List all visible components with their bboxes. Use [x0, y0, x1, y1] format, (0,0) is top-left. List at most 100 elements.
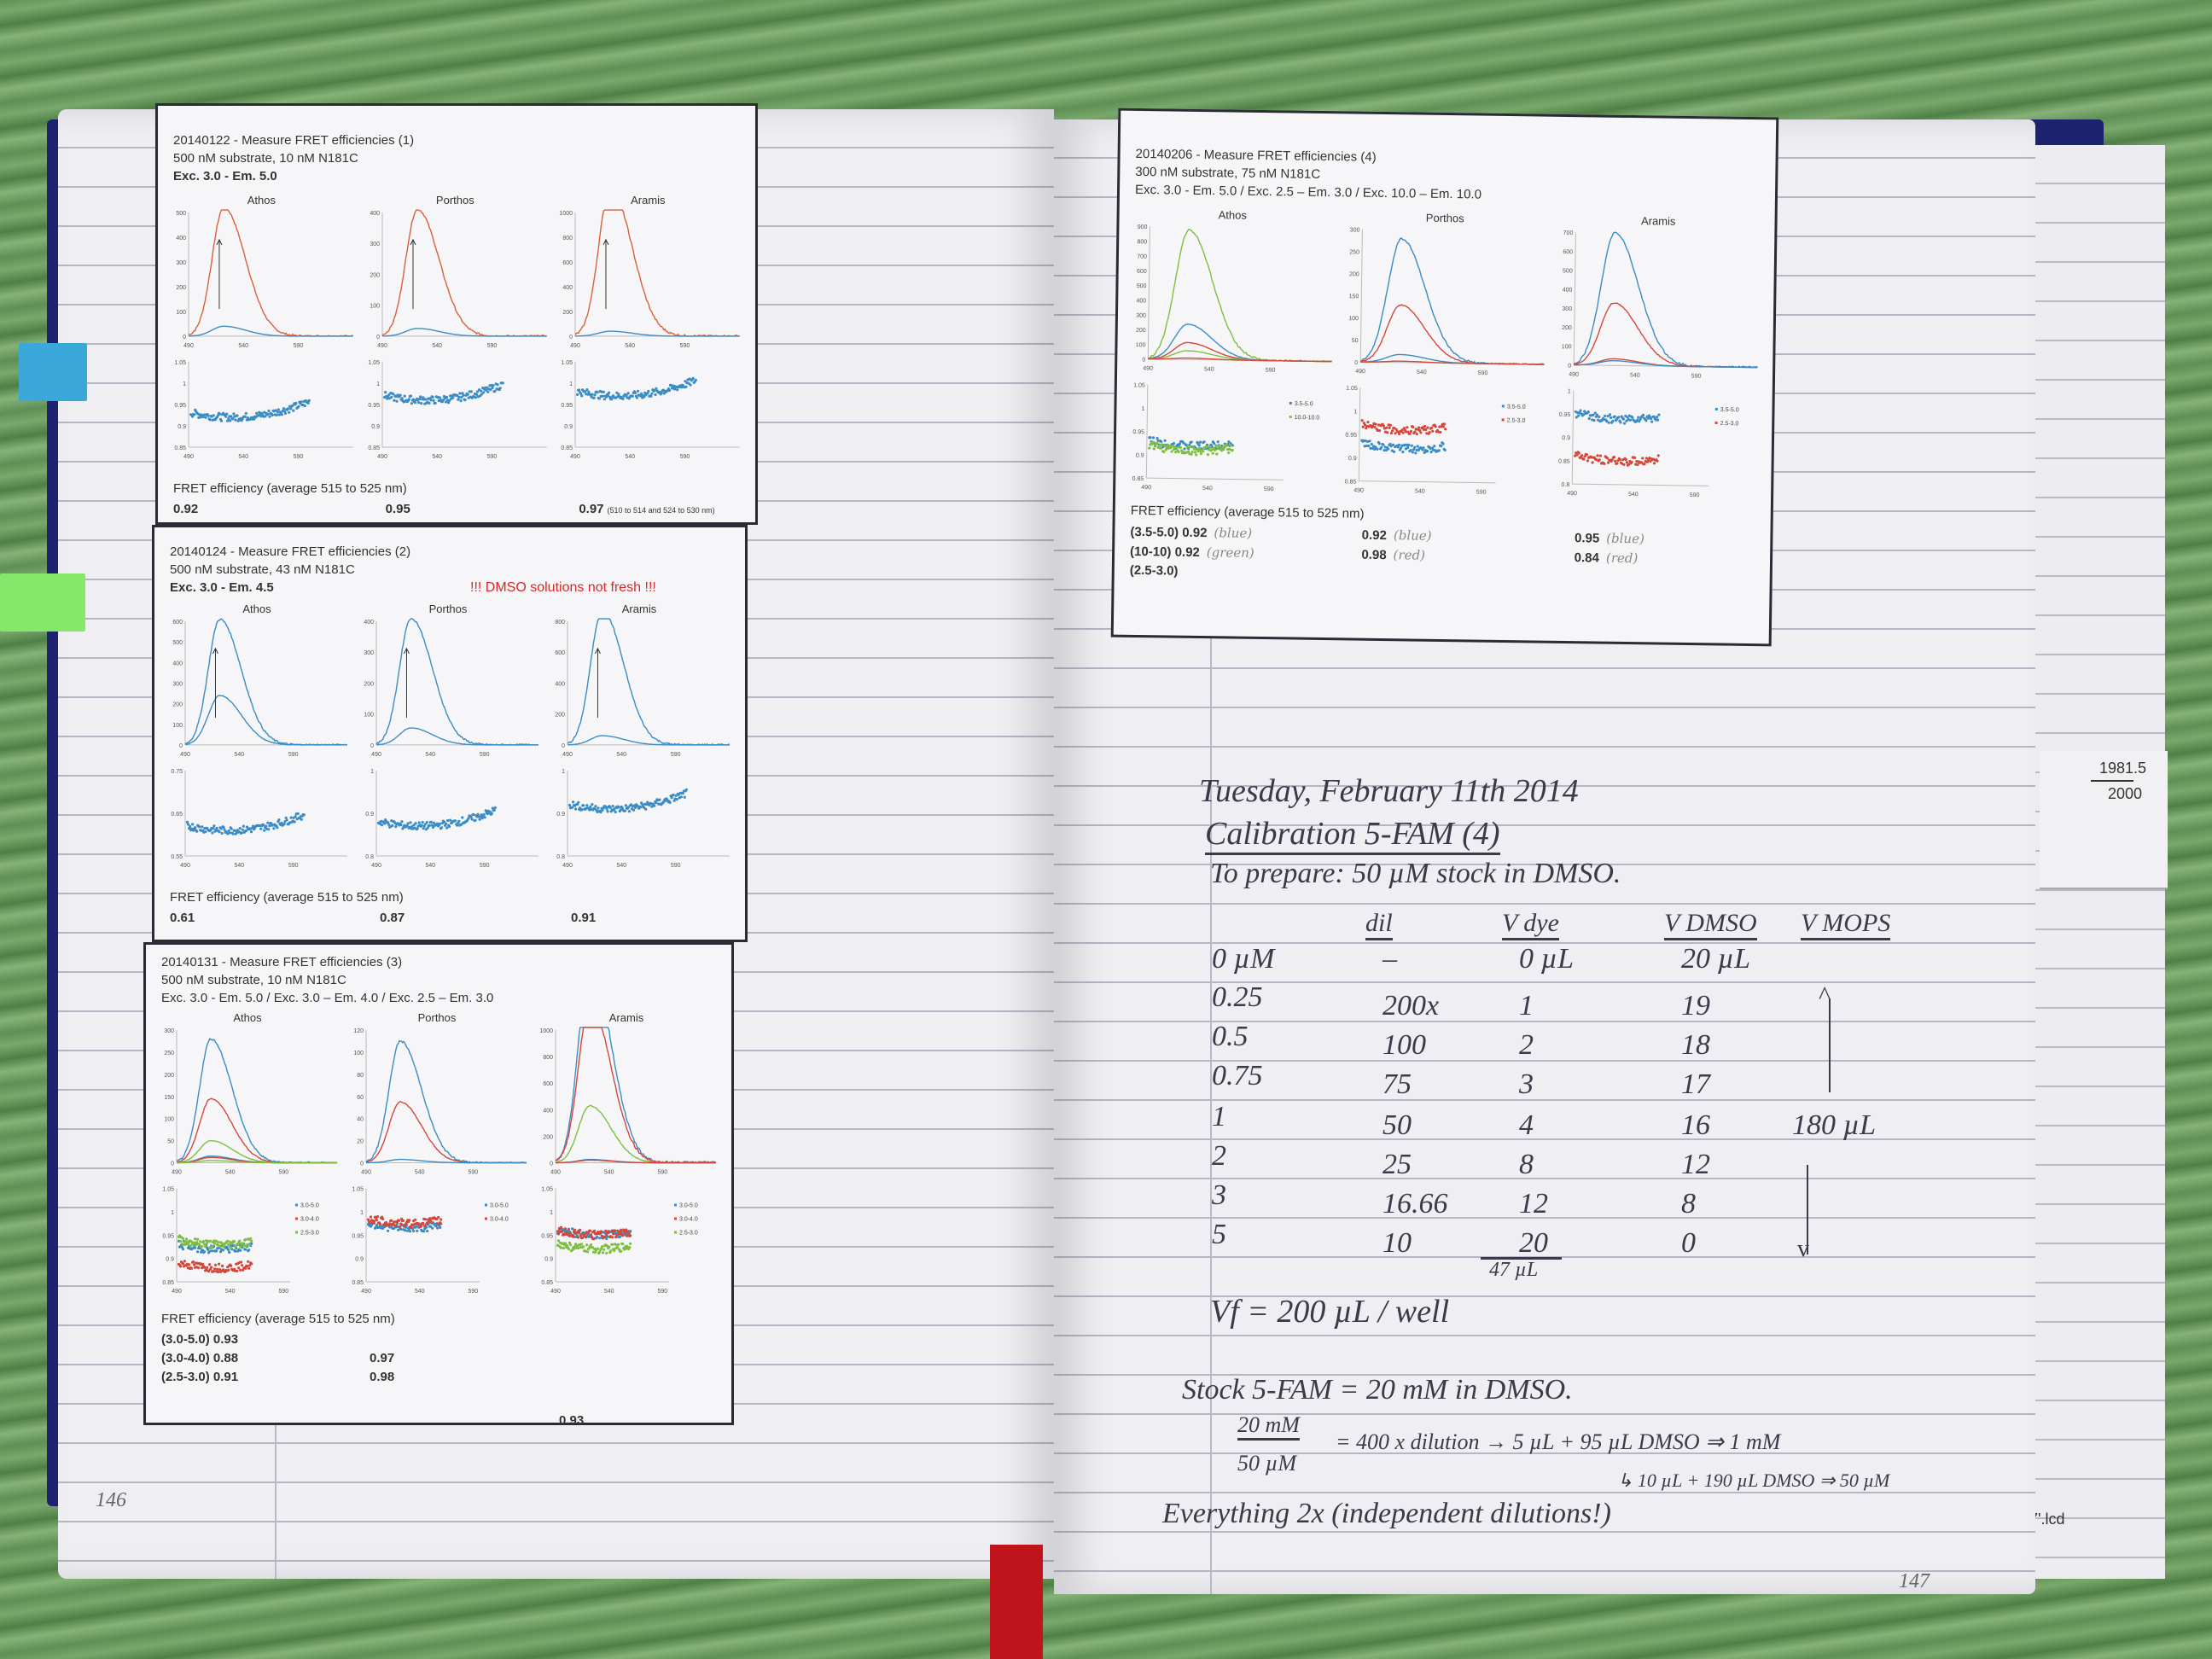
ratio-y-tick-label: 1	[171, 1210, 174, 1216]
inserted-sheet: 1981.5 2000	[2040, 751, 2168, 889]
printout-conditions: 300 nM substrate, 75 nM N181C	[1135, 164, 1321, 182]
ratio-point	[597, 806, 600, 810]
final-volume: Vf = 200 µL / well	[1210, 1294, 1450, 1330]
ratio-y-tick-label: 0.9	[565, 424, 573, 430]
ratio-point	[589, 805, 592, 808]
ratio-x-tick-label: 490	[361, 1289, 371, 1295]
ratio-point	[198, 1243, 201, 1246]
fret-value: (3.0-5.0) 0.93	[161, 1332, 239, 1347]
ratio-point	[409, 821, 412, 824]
ratio-point	[245, 825, 249, 829]
ratio-point	[428, 1217, 432, 1220]
ratio-point	[573, 1247, 576, 1250]
ratio-point	[395, 1224, 399, 1228]
legend-label: 3.0-4.0	[679, 1217, 698, 1223]
ratio-point	[217, 1240, 220, 1244]
ratio-point	[426, 1229, 429, 1233]
ratio-point	[201, 1244, 204, 1249]
ratio-point	[1586, 459, 1589, 463]
x-tick-label: 590	[486, 343, 497, 349]
ratio-point	[232, 412, 236, 416]
ratio-point	[1156, 439, 1160, 443]
ratio-point	[1597, 415, 1601, 419]
ratio-point	[675, 798, 678, 801]
ratio-point	[629, 1234, 632, 1237]
ratio-point	[1610, 419, 1615, 423]
ratio-point	[1633, 463, 1637, 466]
sticky-tab-blue[interactable]	[19, 343, 87, 401]
ratio-point	[1406, 445, 1410, 450]
ratio-point	[1412, 451, 1415, 454]
ratio-point	[1360, 419, 1365, 422]
fret-result-column: (3.5-5.0) 0.92 (blue) (10-10) 0.92 (green)(…	[1130, 522, 1255, 582]
ratio-point	[602, 390, 606, 393]
ratio-point	[429, 1219, 433, 1222]
ratio-y-axis	[1571, 390, 1574, 485]
printout-conditions: 500 nM substrate, 10 nM N181C	[173, 151, 358, 166]
ratio-point	[183, 1260, 187, 1263]
ratio-point	[668, 800, 672, 804]
fret-value: 0.61	[170, 911, 195, 925]
ratio-point	[240, 831, 243, 835]
ratio-point	[1220, 449, 1224, 452]
x-tick-label: 490	[180, 752, 190, 758]
ratio-point	[598, 1232, 602, 1236]
legend-label: 3.0-5.0	[679, 1203, 698, 1209]
ratio-point	[1595, 413, 1598, 416]
ratio-point	[242, 824, 245, 828]
ratio-point	[1645, 460, 1649, 463]
ratio-point	[1610, 458, 1614, 462]
ratio-point	[454, 819, 457, 823]
ratio-point	[437, 1215, 440, 1220]
fret-value: 0.97	[370, 1351, 395, 1365]
ratio-point	[398, 1219, 401, 1222]
ratio-point	[1643, 462, 1646, 466]
spectrum-line	[188, 209, 354, 337]
ratio-point	[1198, 440, 1202, 444]
ratio-y-tick-label: 1	[550, 1210, 553, 1216]
ratio-point	[1210, 445, 1214, 448]
ratio-point	[416, 401, 420, 405]
sticky-tab-green[interactable]	[0, 573, 85, 632]
ratio-point	[581, 1236, 585, 1239]
page-number-left: 146	[96, 1489, 126, 1511]
ratio-x-tick-label: 590	[671, 863, 681, 869]
ratio-point	[578, 388, 581, 392]
ratio-point	[670, 383, 673, 387]
ratio-point	[297, 405, 300, 408]
legend-marker	[1289, 401, 1292, 405]
ratio-point	[394, 825, 398, 829]
ratio-point	[1593, 411, 1597, 415]
ribbon-bookmark[interactable]	[990, 1545, 1043, 1659]
ratio-point	[1393, 450, 1396, 453]
ratio-point	[674, 794, 678, 797]
ratio-point	[213, 1267, 217, 1271]
ratio-point	[1404, 443, 1407, 446]
ratio-point	[388, 1222, 392, 1225]
y-tick-label: 0	[1142, 358, 1145, 364]
y-tick-label: 100	[176, 310, 186, 316]
ratio-point	[1596, 454, 1599, 457]
y-tick-label: 200	[543, 1134, 553, 1140]
ratio-point	[413, 401, 416, 405]
y-tick-label: 0	[179, 743, 183, 749]
ratio-point	[223, 1244, 226, 1248]
ratio-point	[429, 1225, 433, 1228]
ratio-point	[1613, 459, 1616, 463]
y-tick-label: 120	[353, 1028, 364, 1034]
fret-result-column: 0.97 0.98	[370, 1330, 394, 1387]
ratio-point	[404, 1229, 407, 1232]
y-tick-label: 150	[1349, 294, 1359, 300]
ratio-point	[249, 1237, 253, 1240]
ratio-point	[425, 821, 428, 824]
ratio-point	[369, 1215, 373, 1219]
ratio-point	[639, 806, 643, 809]
y-tick-label: 400	[364, 620, 374, 626]
ratio-point	[431, 825, 434, 830]
ratio-point	[491, 386, 494, 390]
ratio-point	[276, 408, 280, 411]
ratio-point	[446, 818, 450, 823]
ratio-point	[282, 823, 286, 826]
prepare-note: To prepare: 50 µM stock in DMSO.	[1210, 858, 1621, 889]
ratio-point	[1199, 452, 1203, 456]
